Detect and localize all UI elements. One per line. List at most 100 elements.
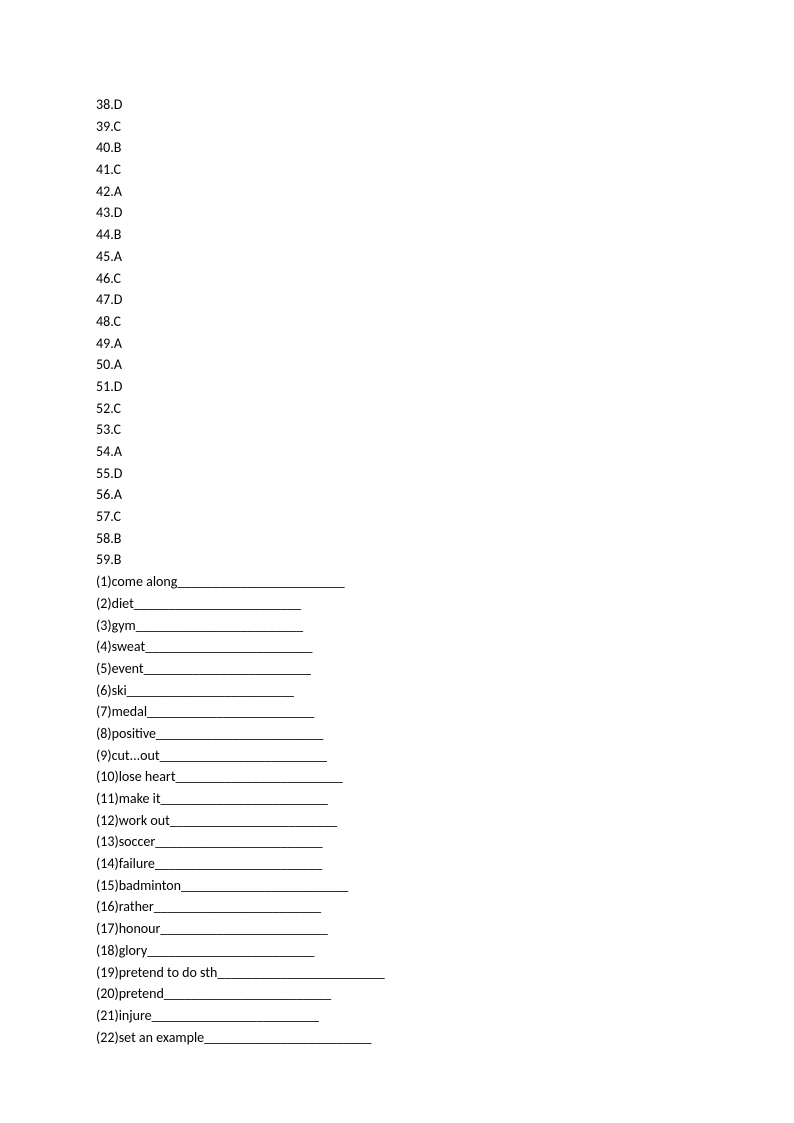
answer-number: 57 [96,508,110,525]
vocab-line: (13)soccer________________________ [96,831,794,853]
vocab-word: positive [112,725,156,742]
answer-number: 54 [96,443,110,460]
vocab-line: (4)sweat________________________ [96,636,794,658]
answer-letter: A [114,443,122,460]
vocab-word: lose heart [119,768,176,785]
vocab-word: injure [119,1007,152,1024]
vocab-number: 11 [100,790,114,807]
answer-letter: D [114,465,123,482]
blank-underline-text: ________________________ [147,703,314,720]
answer-letter: C [113,118,120,135]
answer-line: 54.A [96,441,794,463]
answer-letter: A [114,335,122,352]
answer-letter: C [113,421,120,438]
blank-underline-text: ________________________ [181,877,348,894]
answer-number: 38 [96,96,110,113]
answer-line: 42.A [96,181,794,203]
answer-letter: C [113,270,120,287]
blank-underline-text: ________________________ [134,595,301,612]
answer-letter: C [113,400,120,417]
vocab-line: (2)diet________________________ [96,593,794,615]
vocab-word: sweat [112,638,146,655]
vocab-line: (3)gym________________________ [96,615,794,637]
answer-line: 46.C [96,268,794,290]
vocab-number: 2 [100,595,107,612]
answer-number: 50 [96,356,110,373]
vocab-line: (9)cut...out________________________ [96,745,794,767]
answer-line: 57.C [96,506,794,528]
answer-number: 48 [96,313,110,330]
answer-line: 48.C [96,311,794,333]
vocab-line: (6)ski________________________ [96,680,794,702]
blank-underline-text: ________________________ [154,898,321,915]
vocab-line: (5)event________________________ [96,658,794,680]
vocab-word: come along [112,573,178,590]
blank-underline-text: ________________________ [204,1029,371,1046]
vocab-word: medal [112,703,147,720]
vocab-line: (11)make it________________________ [96,788,794,810]
answers-list: 38.D39.C40.B41.C42.A43.D44.B45.A46.C47.D… [96,94,794,571]
blank-underline-text: ________________________ [161,790,328,807]
page: 38.D39.C40.B41.C42.A43.D44.B45.A46.C47.D… [0,0,794,1048]
blank-underline-text: ________________________ [160,920,327,937]
vocab-number: 22 [100,1029,114,1046]
answer-letter: C [113,313,120,330]
vocab-line: (22)set an example______________________… [96,1027,794,1049]
blank-underline-text: ________________________ [164,985,331,1002]
answer-line: 50.A [96,354,794,376]
vocab-line: (8)positive________________________ [96,723,794,745]
answer-letter: D [114,291,123,308]
blank-underline-text: ________________________ [177,573,344,590]
answer-line: 47.D [96,289,794,311]
blank-underline-text: ________________________ [136,617,303,634]
answer-number: 49 [96,335,110,352]
blank-underline-text: ________________________ [155,833,322,850]
answer-letter: A [114,183,122,200]
vocab-number: 3 [100,617,107,634]
answer-number: 40 [96,139,110,156]
blank-underline-text: ________________________ [217,964,384,981]
vocab-word: pretend to do sth [119,964,218,981]
answer-line: 38.D [96,94,794,116]
answer-letter: C [113,161,120,178]
vocab-word: make it [119,790,161,807]
vocab-word: honour [119,920,161,937]
vocab-number: 13 [100,833,114,850]
vocab-number: 14 [100,855,114,872]
vocab-number: 12 [100,812,114,829]
answer-letter: D [114,204,123,221]
answer-number: 59 [96,551,110,568]
vocab-line: (16)rather________________________ [96,896,794,918]
answer-number: 45 [96,248,110,265]
vocab-line: (14)failure________________________ [96,853,794,875]
answer-number: 39 [96,118,110,135]
answer-number: 46 [96,270,110,287]
answer-line: 45.A [96,246,794,268]
vocab-line: (1)come along________________________ [96,571,794,593]
answer-line: 59.B [96,549,794,571]
answer-number: 58 [96,530,110,547]
vocab-word: cut...out [112,747,160,764]
vocab-number: 6 [100,682,107,699]
vocab-number: 15 [100,877,114,894]
vocab-word: pretend [119,985,164,1002]
vocab-word: set an example [119,1029,204,1046]
answer-line: 53.C [96,419,794,441]
vocab-number: 5 [100,660,107,677]
vocab-word: diet [112,595,134,612]
answer-letter: A [114,486,122,503]
answer-number: 51 [96,378,110,395]
vocab-number: 20 [100,985,114,1002]
vocab-line: (17)honour________________________ [96,918,794,940]
blank-underline-text: ________________________ [145,638,312,655]
vocab-line: (12)work out________________________ [96,810,794,832]
vocab-number: 16 [100,898,114,915]
vocab-word: rather [119,898,154,915]
vocab-number: 7 [100,703,107,720]
blank-underline-text: ________________________ [152,1007,319,1024]
answer-letter: B [114,551,122,568]
vocab-number: 10 [100,768,114,785]
answer-number: 56 [96,486,110,503]
blank-underline-text: ________________________ [127,682,294,699]
answer-letter: A [114,248,122,265]
